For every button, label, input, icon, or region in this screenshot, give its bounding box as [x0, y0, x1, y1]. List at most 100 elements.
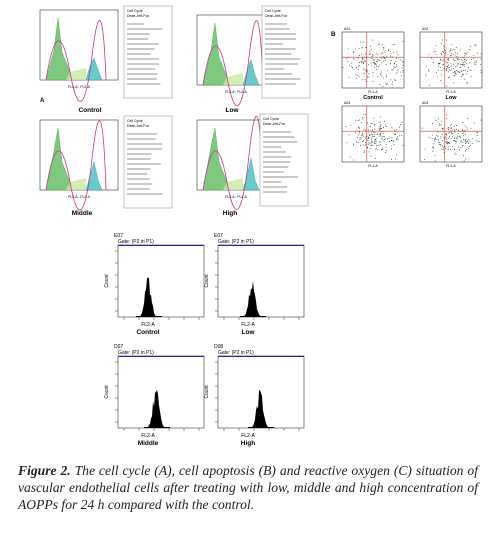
event-dot: [480, 119, 482, 121]
event-dot: [475, 63, 477, 65]
event-dot: [435, 53, 437, 55]
event-dot: [365, 143, 367, 145]
event-dot: [352, 52, 354, 53]
event-dot: [462, 133, 464, 134]
event-dot: [390, 53, 392, 54]
event-dot: [369, 134, 371, 136]
stats-box: [123, 115, 173, 209]
event-dot: [462, 145, 464, 147]
event-dot: [450, 69, 452, 71]
event-dot: [399, 59, 401, 61]
event-dot: [381, 62, 383, 64]
event-dot: [442, 51, 444, 53]
event-dot: [480, 53, 482, 55]
event-dot: [370, 139, 372, 141]
event-dot: [391, 84, 393, 86]
event-dot: [379, 84, 381, 86]
event-dot: [386, 138, 388, 140]
event-dot: [383, 48, 385, 50]
event-dot: [450, 149, 452, 150]
event-dot: [471, 143, 473, 145]
event-dot: [448, 64, 450, 66]
event-dot: [379, 141, 381, 143]
event-dot: [446, 134, 448, 136]
event-dot: [393, 43, 395, 45]
event-dot: [353, 58, 355, 59]
event-dot: [466, 83, 468, 84]
event-dot: [375, 139, 376, 141]
event-dot: [392, 69, 394, 71]
event-dot: [396, 66, 398, 68]
event-dot: [372, 136, 374, 138]
event-dot: [475, 44, 477, 46]
event-dot: [473, 61, 475, 63]
event-dot: [451, 68, 452, 70]
event-dot: [378, 121, 380, 123]
event-dot: [446, 141, 448, 143]
event-dot: [365, 114, 366, 116]
event-dot: [362, 63, 364, 64]
event-dot: [361, 62, 363, 63]
event-dot: [357, 142, 359, 143]
event-dot: [442, 134, 443, 136]
event-dot: [442, 64, 444, 66]
event-dot: [456, 137, 458, 139]
plot-id: A02: [422, 27, 428, 31]
event-dot: [393, 140, 395, 142]
event-dot: [392, 81, 394, 83]
x-axis-label: FL2-A: [241, 322, 255, 328]
event-dot: [382, 135, 384, 137]
event-dot: [357, 136, 359, 138]
event-dot: [464, 61, 466, 63]
event-dot: [385, 74, 387, 76]
event-dot: [381, 71, 382, 73]
event-dot: [461, 145, 463, 147]
plot-name: Middle: [72, 210, 93, 217]
event-dot: [381, 44, 383, 46]
event-dot: [390, 79, 392, 81]
event-dot: [368, 144, 370, 145]
event-dot: [370, 144, 372, 146]
event-dot: [354, 48, 356, 50]
event-dot: [472, 138, 474, 140]
event-dot: [390, 51, 391, 53]
event-dot: [443, 147, 444, 149]
event-dot: [465, 140, 467, 142]
event-dot: [456, 128, 457, 130]
plot-id: E07: [214, 233, 223, 239]
event-dot: [435, 119, 437, 121]
event-dot: [379, 144, 381, 145]
event-dot: [400, 75, 402, 77]
event-dot: [446, 127, 448, 129]
x-axis-label: FL2-A: [141, 322, 155, 328]
event-dot: [395, 134, 396, 135]
event-dot: [365, 142, 367, 144]
event-dot: [466, 59, 468, 61]
event-dot: [396, 51, 398, 53]
event-dot: [466, 127, 468, 129]
event-dot: [447, 61, 449, 63]
event-dot: [394, 133, 395, 135]
event-dot: [455, 66, 457, 67]
panel-label: B: [331, 32, 336, 38]
event-dot: [446, 62, 448, 64]
event-dot: [391, 137, 393, 139]
event-dot: [394, 67, 396, 68]
event-dot: [383, 51, 385, 53]
frame-top: [218, 356, 304, 357]
event-dot: [398, 126, 400, 128]
event-dot: [390, 60, 392, 62]
event-dot: [464, 66, 466, 68]
event-dot: [371, 137, 373, 139]
event-dot: [360, 53, 362, 55]
event-dot: [402, 71, 404, 73]
event-dot: [363, 113, 364, 115]
event-dot: [460, 64, 462, 65]
event-dot: [370, 122, 372, 124]
event-dot: [385, 84, 387, 85]
event-dot: [371, 141, 373, 143]
event-dot: [437, 70, 439, 71]
stats-header: Cell Cycle: [127, 119, 143, 123]
event-dot: [451, 52, 453, 54]
event-dot: [453, 75, 455, 77]
